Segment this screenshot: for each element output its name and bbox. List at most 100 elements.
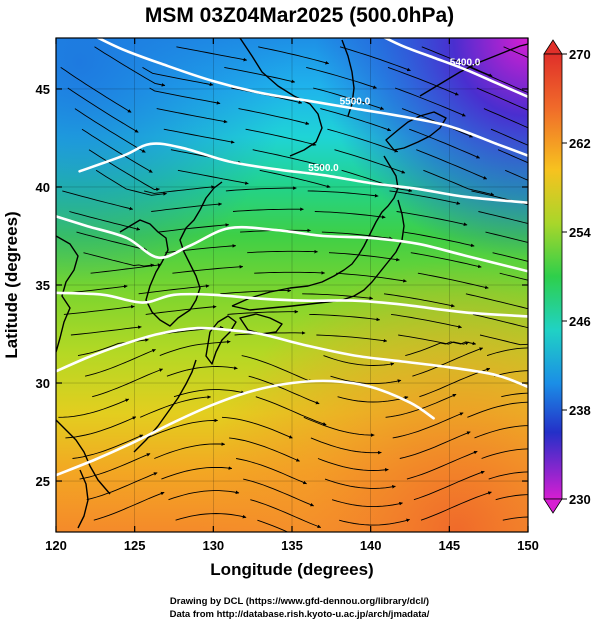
colorbar: 270 262 254 246 238 230 [543, 39, 591, 514]
wind-arrow [412, 347, 484, 377]
wind-arrow [302, 293, 373, 300]
wind-arrow [63, 304, 135, 315]
y-axis-label: Latitude (degrees) [2, 211, 21, 358]
wind-arrow [392, 412, 464, 439]
wind-arrow [336, 272, 407, 283]
wind-arrow [391, 313, 462, 329]
wind-arrow [387, 66, 459, 96]
wind-arrow [163, 128, 235, 144]
wind-arrow [90, 263, 162, 274]
wind-arrow [243, 478, 314, 507]
x-tick-label: 145 [438, 538, 460, 553]
wind-arrow [331, 499, 403, 508]
wind-arrow [86, 472, 158, 501]
contour-label: 5400.0 [450, 57, 481, 68]
colorbar-bottom-arrow [543, 498, 563, 514]
wind-arrow [258, 46, 329, 65]
colorbar-labels: 270 262 254 246 238 230 [562, 47, 591, 507]
y-tick-label: 35 [36, 278, 50, 293]
wind-arrow [490, 128, 528, 146]
wind-arrow [81, 128, 153, 173]
y-tick-label: 45 [36, 82, 50, 97]
coast-hokkaido [385, 111, 447, 151]
wind-arrow [499, 272, 528, 281]
wind-arrow [339, 518, 410, 526]
wind-arrow [241, 355, 313, 383]
wind-arrow [479, 334, 528, 346]
wind-arrow [92, 368, 163, 398]
wind-arrow [145, 305, 217, 315]
wind-arrow [177, 169, 249, 185]
wind-arrow [471, 190, 528, 206]
wind-arrow [255, 396, 327, 426]
contour-5400 [382, 38, 528, 99]
wind-arrow [252, 149, 324, 167]
coast-china [56, 235, 111, 495]
credit-drawing-text: Drawing by DCL (https://www.gfd-dennou.o… [169, 596, 430, 607]
wind-arrow [232, 207, 304, 212]
contour-label: 5500.0 [340, 97, 371, 108]
wind-arrow [248, 375, 320, 405]
wind-arrow [221, 416, 293, 439]
contour-5700 [56, 215, 528, 273]
x-tick-label: 135 [281, 538, 303, 553]
wind-arrow [481, 448, 528, 459]
wind-arrow [320, 108, 392, 132]
wind-arrow [236, 458, 307, 485]
wind-arrow [229, 437, 300, 462]
wind-arrow [224, 66, 296, 84]
wind-arrow [416, 149, 488, 180]
colorbar-label: 238 [569, 403, 591, 418]
wind-arrow [172, 265, 244, 274]
wind-arrow [303, 416, 375, 437]
wind-arrow [79, 453, 151, 480]
wind-arrow [398, 334, 469, 346]
wind-arrow [337, 395, 409, 403]
wind-arrow [70, 325, 142, 336]
wind-arrow [502, 516, 528, 521]
wind-arrow [88, 149, 160, 192]
wind-arrow [409, 128, 480, 159]
wind-arrow [405, 341, 477, 357]
credit-data-text: Data from http://database.rish.kyoto-u.a… [169, 609, 430, 620]
wind-arrow [83, 252, 155, 268]
wind-arrow [389, 190, 461, 205]
wind-arrow [254, 271, 325, 275]
temperature-cold-core [56, 38, 528, 532]
wind-arrow [472, 313, 528, 329]
wind-arrow [483, 108, 528, 129]
wind-arrow [259, 169, 331, 189]
colorbar-label: 254 [569, 225, 591, 240]
wind-arrow [147, 418, 218, 439]
colorbar-label: 270 [569, 47, 591, 62]
wind-arrow [175, 513, 247, 521]
wind-arrow [58, 398, 130, 418]
wind-arrow [413, 470, 485, 501]
wind-arrow [225, 186, 297, 192]
wind-arrow [74, 108, 146, 153]
wind-arrow [324, 478, 396, 489]
coast-honshu [231, 155, 405, 311]
wind-arrow [307, 190, 379, 198]
wind-arrow [494, 370, 528, 377]
x-axis-label: Longitude (degrees) [210, 560, 373, 579]
wind-arrow [476, 87, 528, 111]
wind-arrow [339, 46, 411, 72]
wind-arrow [330, 375, 402, 385]
wind-arrow [417, 272, 489, 290]
y-axis-ticks: 25 30 35 40 45 [36, 82, 528, 489]
wind-arrow [410, 252, 482, 269]
wind-arrow [503, 46, 528, 58]
wind-arrow [142, 67, 214, 87]
wind-arrow [245, 128, 317, 146]
wind-arrow [257, 519, 289, 532]
wind-arrow [247, 249, 318, 254]
colorbar-label: 262 [569, 136, 591, 151]
wind-arrow [485, 231, 528, 243]
height-contours: 5400.0 5500.0 5500.0 [56, 38, 528, 477]
coast-taiwan [77, 469, 89, 529]
x-tick-label: 140 [360, 538, 382, 553]
wind-arrow [505, 169, 528, 181]
wind-arrow [486, 347, 528, 357]
wind-arrow [76, 231, 148, 252]
